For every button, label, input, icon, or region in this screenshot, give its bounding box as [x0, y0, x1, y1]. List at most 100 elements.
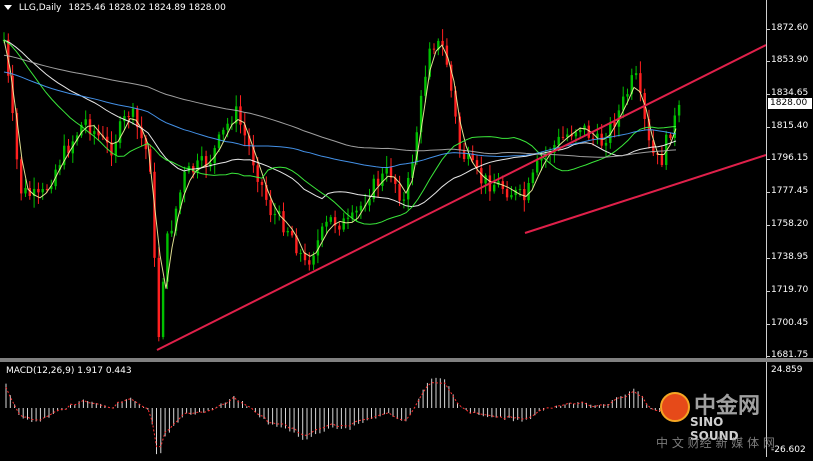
price-tick-label: 1700.45 — [771, 318, 809, 328]
candle-body — [604, 142, 608, 146]
candle-body — [93, 131, 96, 135]
price-tick-label: 1834.65 — [771, 88, 809, 98]
candle-body — [196, 160, 199, 173]
candle-body — [402, 199, 406, 201]
candle-body — [415, 132, 418, 162]
moving-average-line — [3, 39, 677, 208]
candle-body — [462, 149, 466, 160]
trendline[interactable] — [156, 44, 766, 351]
candle-body — [278, 211, 281, 214]
candle-body — [510, 195, 513, 198]
candle-body — [574, 132, 578, 137]
candle-body — [286, 230, 289, 233]
candle-body — [269, 199, 272, 216]
candle-body — [665, 134, 668, 165]
price-chart-pane[interactable] — [0, 0, 766, 358]
candle-body — [497, 181, 500, 185]
candle-body — [450, 64, 453, 91]
price-tick-label: 1681.75 — [771, 350, 809, 360]
candle-body — [536, 160, 539, 173]
watermark-en: SINO SOUND — [690, 415, 739, 443]
price-axis[interactable]: 1872.60 1853.90 1834.65 1815.40 1796.15 1777.… — [766, 0, 813, 360]
candle-body — [97, 131, 100, 136]
chart-header: LLG,Daily 1825.46 1828.02 1824.89 1828.0… — [4, 3, 226, 13]
dropdown-triangle-icon[interactable] — [4, 5, 12, 10]
candle-body — [570, 134, 573, 137]
price-tick-label: 1777.45 — [771, 186, 809, 196]
candle-body — [432, 48, 436, 50]
candle-body — [561, 136, 565, 138]
candle-body — [316, 240, 320, 256]
candle-body — [321, 226, 324, 241]
price-tickmark — [767, 225, 770, 226]
candle-body — [67, 145, 70, 154]
moving-average-line — [3, 54, 677, 158]
sinosound-logo-icon — [660, 392, 690, 422]
candle-body — [325, 221, 328, 227]
candle-body — [235, 106, 238, 124]
candle-body — [600, 133, 603, 146]
candle-body — [583, 125, 586, 130]
candle-body — [368, 198, 371, 206]
candle-body — [484, 175, 487, 184]
candle-body — [200, 156, 203, 161]
candle-body — [677, 104, 681, 116]
candle-body — [566, 134, 569, 138]
candle-body — [170, 230, 173, 234]
candle-body — [471, 153, 474, 161]
candle-body — [114, 142, 117, 156]
candle-body — [295, 235, 298, 254]
candle-body — [385, 167, 388, 174]
candle-body — [359, 205, 363, 211]
candle-body — [243, 124, 246, 136]
moving-average-line — [3, 39, 677, 225]
candle-body — [127, 116, 130, 118]
candle-body — [32, 188, 36, 196]
candle-body — [557, 136, 560, 145]
candle-body — [11, 75, 14, 114]
candle-body — [540, 156, 543, 161]
candle-body — [591, 137, 595, 139]
price-tickmark — [767, 29, 770, 30]
candle-body — [411, 161, 414, 178]
candle-body — [329, 217, 332, 222]
macd-axis[interactable]: 24.859 -26.602 — [766, 362, 813, 457]
price-tick-label: 1815.40 — [771, 121, 809, 131]
watermark-slogan: 中 文 财经 新 媒 体 网 — [656, 436, 775, 450]
candle-body — [660, 154, 664, 165]
candle-body — [355, 210, 358, 213]
candle-body — [626, 94, 629, 97]
candle-body — [256, 165, 259, 182]
candle-body — [389, 167, 393, 178]
candle-body — [376, 178, 380, 186]
price-tickmark — [767, 291, 770, 292]
candle-body — [613, 122, 616, 127]
candle-body — [290, 230, 294, 236]
candle-body — [63, 145, 66, 166]
candle-body — [441, 40, 444, 46]
candle-body — [157, 257, 160, 338]
candle-body — [346, 217, 350, 219]
price-tickmark — [767, 324, 770, 325]
macd-pane[interactable] — [0, 362, 766, 457]
price-tick-label: 1738.95 — [771, 252, 809, 262]
candle-body — [303, 252, 307, 261]
candle-body — [179, 192, 182, 209]
pane-separator[interactable] — [0, 358, 813, 362]
candle-body — [527, 183, 530, 201]
candle-body — [518, 189, 522, 191]
trendline[interactable] — [524, 154, 766, 234]
candle-body — [493, 184, 496, 192]
candle-body — [394, 177, 397, 184]
price-tick-label: 1758.20 — [771, 219, 809, 229]
candle-body — [424, 76, 427, 96]
candle-body — [226, 123, 229, 130]
candle-body — [28, 187, 31, 196]
candle-body — [123, 116, 126, 122]
candle-body — [437, 40, 440, 50]
price-tick-label: 1796.15 — [771, 153, 809, 163]
macd-axis-bottom: -26.602 — [771, 445, 806, 455]
price-tickmark — [767, 127, 770, 128]
watermark-cn: 中金网 — [694, 394, 761, 419]
candle-body — [75, 135, 79, 142]
